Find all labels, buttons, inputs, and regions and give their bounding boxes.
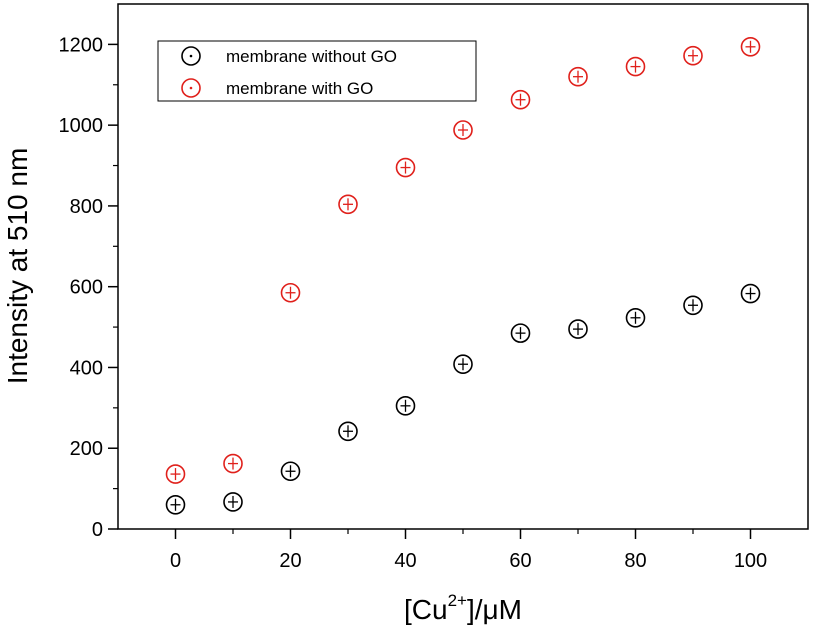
- data-point: [683, 45, 703, 66]
- legend-marker: [181, 46, 201, 66]
- legend-item: membrane without GO: [181, 46, 397, 66]
- y-tick-label: 600: [70, 277, 103, 299]
- data-points: [165, 37, 761, 515]
- data-point: [510, 89, 531, 110]
- data-point: [280, 282, 301, 303]
- legend-item: membrane with GO: [181, 78, 373, 98]
- legend-label: membrane with GO: [226, 79, 373, 98]
- y-tick-label: 1000: [59, 115, 104, 137]
- y-tick-label: 200: [70, 438, 103, 460]
- data-point: [165, 494, 186, 515]
- legend: membrane without GO membrane with GO: [157, 40, 477, 102]
- data-point: [165, 464, 186, 484]
- data-point: [395, 157, 416, 178]
- x-tick-label: 40: [394, 550, 416, 572]
- data-point: [510, 323, 531, 343]
- x-axis-title-superscript: 2+: [448, 591, 467, 610]
- x-tick-label: 80: [624, 550, 646, 572]
- legend-box: [157, 40, 477, 102]
- y-tick-label: 800: [70, 196, 103, 218]
- legend-marker: [181, 78, 201, 98]
- x-tick-label: 0: [170, 550, 181, 572]
- series-1: [165, 37, 761, 484]
- data-point: [740, 37, 761, 57]
- y-tick-label: 1200: [59, 34, 104, 56]
- data-point: [625, 56, 646, 77]
- data-point: [625, 307, 646, 328]
- y-axis-title: Intensity at 510 nm: [2, 148, 33, 385]
- x-tick-label: 60: [509, 550, 531, 572]
- x-axis-title: [Cu2+]/μM: [404, 591, 522, 625]
- x-tick-label: 20: [279, 550, 301, 572]
- series-0: [165, 283, 761, 515]
- y-tick-label: 400: [70, 357, 103, 379]
- x-axis-title-suffix: ]/μM: [467, 594, 522, 625]
- data-point: [683, 295, 703, 316]
- data-point: [223, 492, 243, 512]
- y-tick-label: 0: [92, 519, 103, 541]
- data-point: [223, 453, 243, 474]
- x-axis-title-prefix: [Cu: [404, 594, 448, 625]
- data-point: [453, 354, 473, 375]
- data-point: [568, 319, 588, 339]
- data-point: [338, 421, 358, 442]
- x-tick-label: 100: [734, 550, 767, 572]
- axis-ticks: [108, 43, 752, 539]
- data-point: [453, 120, 473, 140]
- data-point: [740, 283, 761, 304]
- data-point: [338, 194, 358, 215]
- data-point: [395, 396, 416, 416]
- data-point: [568, 66, 588, 87]
- legend-label: membrane without GO: [226, 47, 397, 66]
- data-point: [280, 461, 301, 482]
